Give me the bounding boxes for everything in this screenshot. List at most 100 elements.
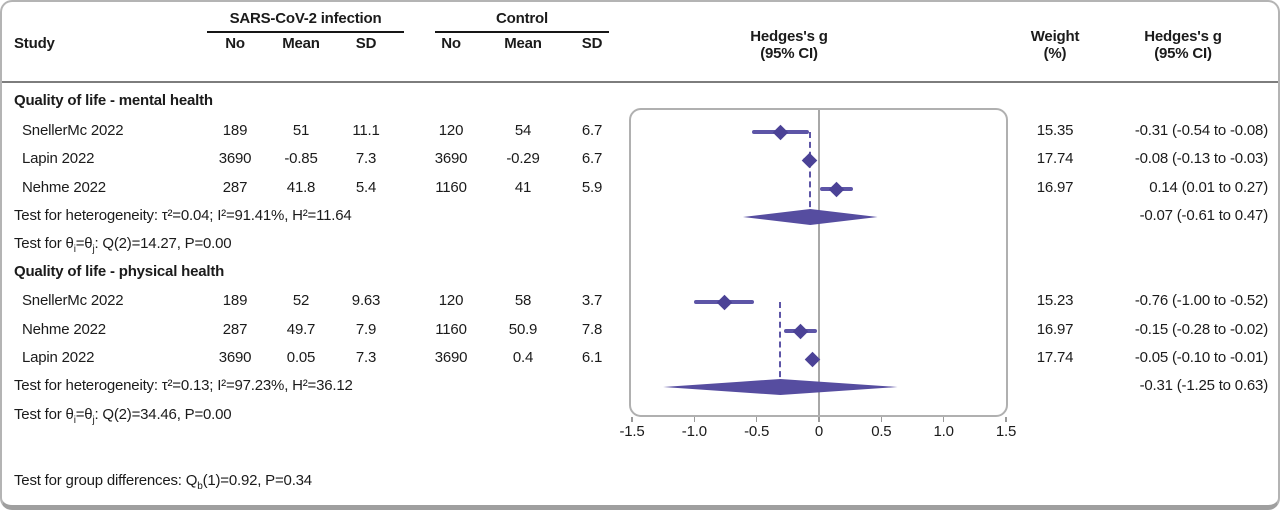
cell-mean2: 58 — [514, 292, 532, 309]
summary-ci-text-physical: -0.31 (-1.25 to 0.63) — [1139, 377, 1269, 394]
study-effect-diamond — [792, 323, 809, 339]
cell-mean1: 51 — [292, 122, 310, 139]
cell-n1: 3690 — [218, 349, 252, 366]
section-title-physical: Quality of life - physical health — [14, 263, 225, 280]
x-axis-tick-label: 1.0 — [933, 423, 954, 440]
study-label: Lapin 2022 — [22, 150, 95, 167]
cell-sd2: 6.7 — [581, 122, 603, 139]
cell-sd2: 6.7 — [581, 150, 603, 167]
cell-weight: 15.23 — [1036, 292, 1074, 309]
column-header-no-infection: No — [225, 35, 245, 52]
column-header-mean-control: Mean — [504, 35, 542, 52]
group-header-control: Control — [496, 10, 548, 27]
cell-n2: 120 — [438, 122, 464, 139]
group-differences-note: Test for group differences: Qb(1)=0.92, … — [14, 472, 312, 492]
cell-n1: 189 — [222, 122, 248, 139]
study-label: Nehme 2022 — [22, 321, 106, 338]
cell-sd2: 7.8 — [581, 321, 603, 338]
study-label: Lapin 2022 — [22, 349, 95, 366]
cell-ci-text: -0.05 (-0.10 to -0.01) — [1134, 349, 1268, 366]
cell-sd1: 5.4 — [355, 179, 377, 196]
cell-n2: 1160 — [435, 179, 467, 196]
x-axis-tick — [942, 417, 945, 422]
cell-weight: 17.74 — [1036, 150, 1074, 167]
study-effect-diamond — [828, 181, 845, 197]
group-header-infection: SARS-CoV-2 infection — [229, 10, 382, 27]
x-axis-tick — [631, 417, 633, 422]
cell-weight: 15.35 — [1036, 122, 1074, 139]
cell-mean1: 0.05 — [286, 349, 316, 366]
column-header-no-control: No — [441, 35, 461, 52]
study-effect-diamond — [801, 152, 817, 168]
plot-area — [629, 108, 1008, 417]
x-axis-tick-label: 0.5 — [871, 423, 892, 440]
cell-n2: 3690 — [434, 150, 468, 167]
x-axis-tick — [755, 417, 758, 422]
study-effect-diamond — [716, 294, 733, 310]
cell-n1: 189 — [222, 292, 248, 309]
zero-reference-line — [818, 108, 820, 417]
cell-mean1: -0.85 — [284, 150, 318, 167]
x-axis-tick-label: -0.5 — [744, 423, 770, 440]
column-header-weight: Weight (%) — [1030, 28, 1080, 62]
cell-n1: 3690 — [218, 150, 252, 167]
cell-mean1: 52 — [292, 292, 310, 309]
x-axis-tick — [693, 417, 696, 422]
heterogeneity-note-mental: Test for heterogeneity: τ²=0.04; I²=91.4… — [14, 207, 352, 224]
cell-weight: 16.97 — [1036, 321, 1074, 338]
cell-sd1: 11.1 — [352, 122, 380, 139]
cell-sd1: 9.63 — [351, 292, 381, 309]
cell-sd1: 7.9 — [355, 321, 377, 338]
cell-n1: 287 — [222, 179, 248, 196]
study-label: SnellerMc 2022 — [22, 122, 124, 139]
column-header-sd-control: SD — [581, 35, 603, 52]
column-header-sd-infection: SD — [355, 35, 377, 52]
section-title-mental: Quality of life - mental health — [14, 92, 213, 109]
cell-sd2: 3.7 — [581, 292, 603, 309]
theta-test-note-physical: Test for θi=θj: Q(2)=34.46, P=0.00 — [14, 406, 232, 426]
header-separator — [2, 81, 1278, 83]
cell-n2: 120 — [438, 292, 464, 309]
x-axis-tick — [880, 417, 883, 422]
column-header-mean-infection: Mean — [282, 35, 320, 52]
x-axis-tick — [818, 417, 820, 422]
cell-n2: 3690 — [434, 349, 468, 366]
cell-weight: 17.74 — [1036, 349, 1074, 366]
cell-n2: 1160 — [435, 321, 467, 338]
cell-mean2: 0.4 — [512, 349, 534, 366]
study-effect-diamond — [772, 124, 789, 140]
cell-mean2: 41 — [514, 179, 532, 196]
cell-ci-text: -0.76 (-1.00 to -0.52) — [1134, 292, 1268, 309]
x-axis-tick-label: 0 — [814, 423, 824, 440]
x-axis-tick — [1005, 417, 1007, 422]
study-label: SnellerMc 2022 — [22, 292, 124, 309]
heterogeneity-note-physical: Test for heterogeneity: τ²=0.13; I²=97.2… — [14, 377, 353, 394]
cell-ci-text: -0.15 (-0.28 to -0.02) — [1134, 321, 1268, 338]
cell-mean2: 50.9 — [508, 321, 538, 338]
cell-sd2: 5.9 — [581, 179, 603, 196]
group-underline-infection — [207, 31, 404, 33]
x-axis-tick-label: -1.5 — [619, 423, 645, 440]
cell-mean2: -0.29 — [506, 150, 540, 167]
group-underline-control — [435, 31, 609, 33]
cell-sd2: 6.1 — [581, 349, 603, 366]
cell-sd1: 7.3 — [355, 349, 377, 366]
column-header-study: Study — [14, 35, 55, 52]
summary-diamond — [663, 379, 898, 395]
cell-sd1: 7.3 — [355, 150, 377, 167]
cell-mean1: 41.8 — [286, 179, 316, 196]
pooled-estimate-dashed-line — [809, 132, 812, 217]
study-label: Nehme 2022 — [22, 179, 106, 196]
column-header-effect-text: Hedges's g (95% CI) — [1144, 28, 1222, 62]
column-header-effect-plot: Hedges's g (95% CI) — [750, 28, 828, 62]
cell-ci-text: -0.31 (-0.54 to -0.08) — [1134, 122, 1268, 139]
cell-mean2: 54 — [514, 122, 532, 139]
summary-ci-text-mental: -0.07 (-0.61 to 0.47) — [1139, 207, 1269, 224]
x-axis-tick-label: 1.5 — [995, 423, 1017, 440]
cell-n1: 287 — [222, 321, 248, 338]
cell-ci-text: 0.14 (0.01 to 0.27) — [1149, 179, 1268, 196]
cell-mean1: 49.7 — [286, 321, 316, 338]
theta-test-note-mental: Test for θi=θj: Q(2)=14.27, P=0.00 — [14, 235, 232, 255]
cell-weight: 16.97 — [1036, 179, 1074, 196]
